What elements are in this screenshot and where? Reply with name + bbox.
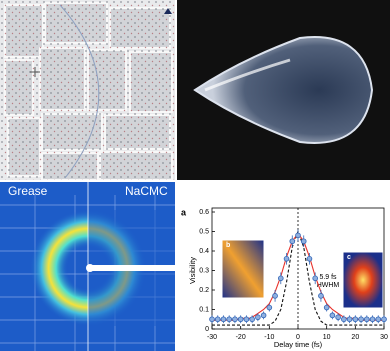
data-point — [284, 256, 289, 261]
y-axis-label: Visibility — [188, 257, 197, 284]
inset-b-label: b — [226, 242, 230, 249]
data-point — [215, 317, 220, 322]
data-point — [278, 276, 283, 281]
y-tick-label: 0.1 — [199, 306, 209, 313]
data-point — [376, 317, 381, 322]
data-point — [238, 317, 243, 322]
x-tick-label: -30 — [207, 334, 217, 341]
micrograph — [0, 0, 175, 180]
data-point — [364, 317, 369, 322]
data-point — [353, 317, 358, 322]
y-tick-label: 0.6 — [199, 209, 209, 216]
data-point — [261, 313, 266, 318]
data-point — [290, 239, 295, 244]
droplet-photo — [177, 0, 390, 180]
data-point — [233, 317, 238, 322]
data-point — [273, 293, 278, 298]
label-left: Grease — [8, 184, 48, 198]
data-point — [250, 317, 255, 322]
x-axis-label: Delay time (fs) — [274, 340, 323, 349]
y-tick-label: 0 — [205, 326, 209, 333]
y-tick-label: 0.4 — [199, 248, 209, 255]
data-point — [324, 305, 329, 310]
data-point — [319, 293, 324, 298]
data-point — [347, 317, 352, 322]
y-tick-label: 0.2 — [199, 287, 209, 294]
x-tick-label: 30 — [380, 334, 388, 341]
data-point — [301, 239, 306, 244]
x-tick-label: 20 — [351, 334, 359, 341]
label-right: NaCMC — [125, 184, 168, 198]
data-point — [255, 315, 260, 320]
x-tick-label: 10 — [323, 334, 331, 341]
data-point — [296, 233, 301, 238]
y-tick-label: 0.5 — [199, 228, 209, 235]
data-point — [307, 256, 312, 261]
data-point — [336, 315, 341, 320]
data-point — [341, 317, 346, 322]
data-point — [227, 317, 232, 322]
y-tick-label: 0.3 — [199, 267, 209, 274]
data-point — [267, 305, 272, 310]
data-point — [370, 317, 375, 322]
data-point — [359, 317, 364, 322]
figure: Grease NaCMC 00.10.20.30.40.50.6-30-20-1… — [0, 0, 390, 351]
data-point — [210, 317, 215, 322]
data-point — [382, 317, 387, 322]
inset-c-label: c — [347, 254, 351, 261]
data-point — [330, 313, 335, 318]
data-point — [244, 317, 249, 322]
diffraction: Grease NaCMC — [0, 182, 175, 351]
data-point — [313, 276, 318, 281]
x-tick-label: -20 — [236, 334, 246, 341]
data-point — [221, 317, 226, 322]
